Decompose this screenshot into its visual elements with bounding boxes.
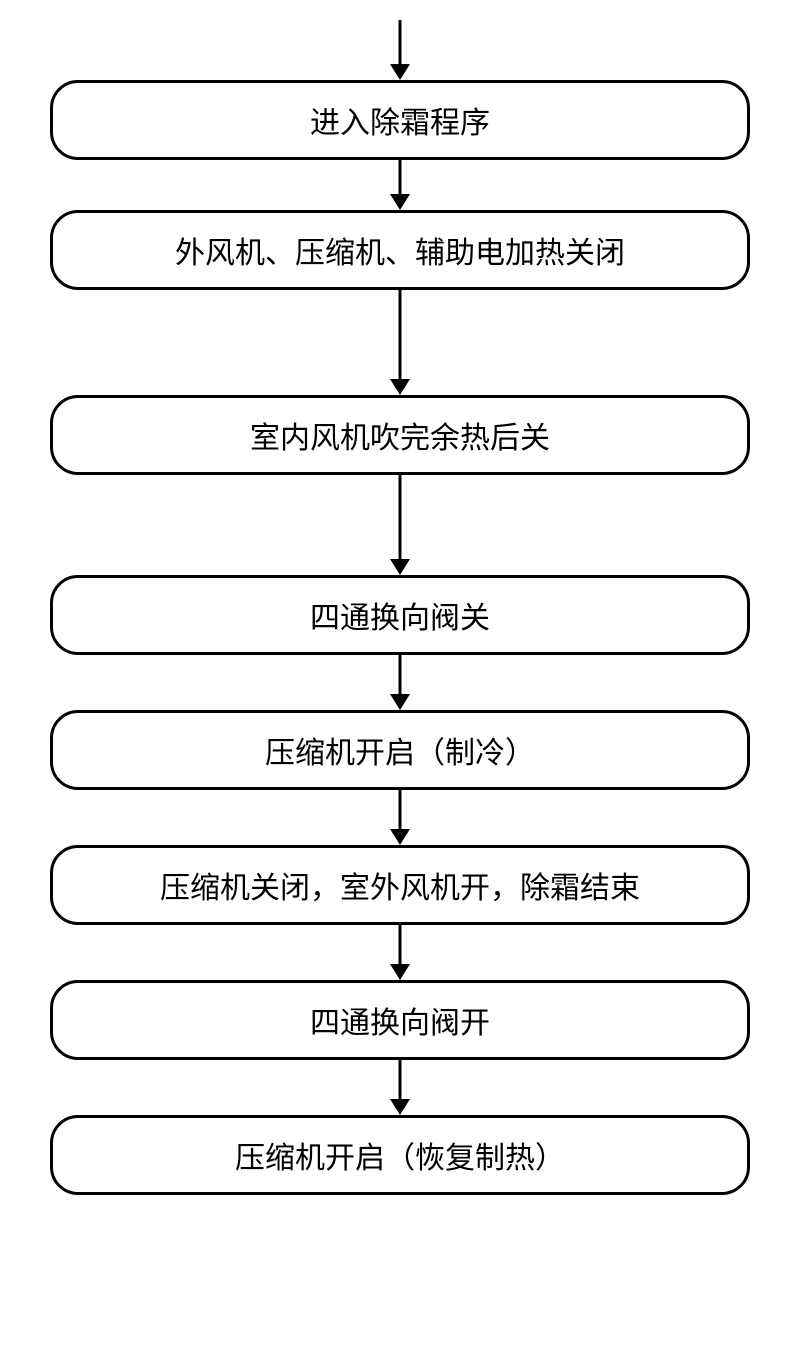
flowchart-container: 进入除霜程序外风机、压缩机、辅助电加热关闭室内风机吹完余热后关四通换向阀关压缩机… xyxy=(0,20,800,1195)
flowchart-node-n7: 四通换向阀开 xyxy=(50,980,750,1060)
flowchart-node-n1: 进入除霜程序 xyxy=(50,80,750,160)
flowchart-node-n5: 压缩机开启（制冷） xyxy=(50,710,750,790)
initial-arrow xyxy=(387,20,413,80)
arrow-after-n1 xyxy=(387,160,413,210)
arrow-after-n3 xyxy=(387,475,413,575)
flowchart-node-n4: 四通换向阀关 xyxy=(50,575,750,655)
arrow-after-n5 xyxy=(387,790,413,845)
arrow-after-n4 xyxy=(387,655,413,710)
flowchart-node-n2: 外风机、压缩机、辅助电加热关闭 xyxy=(50,210,750,290)
flowchart-node-n8: 压缩机开启（恢复制热） xyxy=(50,1115,750,1195)
flowchart-node-n6: 压缩机关闭，室外风机开，除霜结束 xyxy=(50,845,750,925)
arrow-after-n6 xyxy=(387,925,413,980)
arrow-after-n7 xyxy=(387,1060,413,1115)
arrow-after-n2 xyxy=(387,290,413,395)
flowchart-node-n3: 室内风机吹完余热后关 xyxy=(50,395,750,475)
